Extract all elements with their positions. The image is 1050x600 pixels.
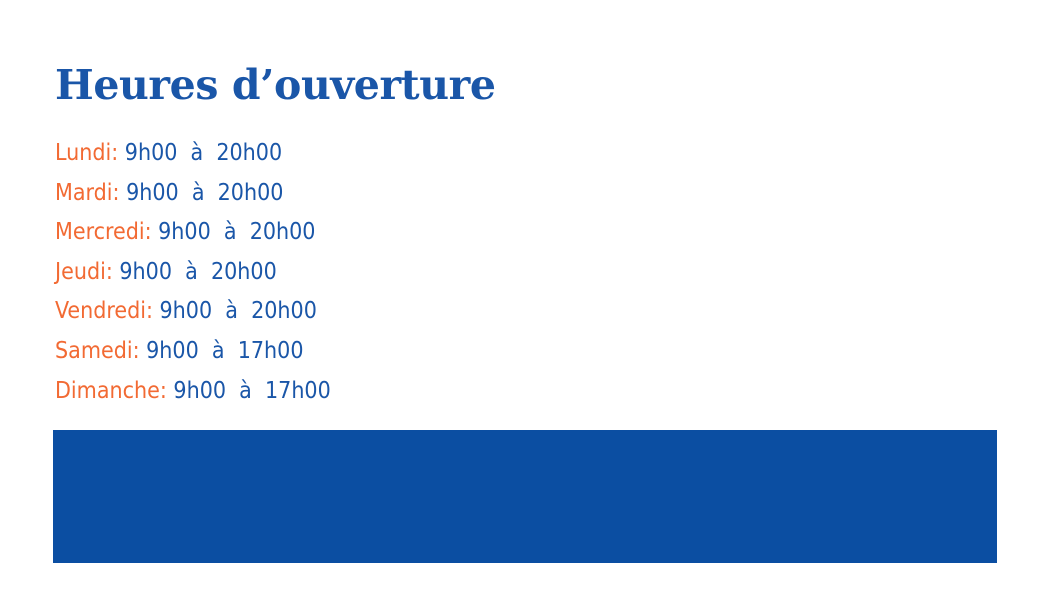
list-item: Jeudi: 9h00 à 20h00 (55, 253, 755, 293)
list-item: Dimanche: 9h00 à 17h00 (55, 372, 755, 412)
day-label: Dimanche: (55, 377, 167, 404)
list-item: Samedi: 9h00 à 17h00 (55, 332, 755, 372)
opening-hours-list: Lundi: 9h00 à 20h00 Mardi: 9h00 à 20h00 … (55, 134, 755, 411)
hours-value: 9h00 à 20h00 (118, 140, 283, 166)
day-label: Jeudi: (55, 258, 113, 285)
list-item: Lundi: 9h00 à 20h00 (55, 134, 755, 174)
day-label: Samedi: (55, 337, 140, 364)
hours-value: 9h00 à 20h00 (112, 258, 277, 285)
content-placeholder-block (53, 430, 997, 563)
list-item: Vendredi: 9h00 à 20h00 (55, 292, 755, 332)
hours-value: 9h00 à 17h00 (166, 377, 331, 404)
hours-value: 9h00 à 20h00 (119, 179, 284, 206)
hours-value: 9h00 à 20h00 (151, 219, 316, 246)
list-item: Mercredi: 9h00 à 20h00 (55, 213, 755, 253)
list-item: Mardi: 9h00 à 20h00 (55, 174, 755, 214)
hours-value: 9h00 à 20h00 (152, 298, 317, 325)
hours-value: 9h00 à 17h00 (139, 337, 304, 364)
day-label: Vendredi: (55, 298, 153, 325)
day-label: Mardi: (55, 179, 120, 206)
page-title: Heures d’ouverture (55, 61, 496, 109)
day-label: Mercredi: (55, 219, 152, 246)
day-label: Lundi: (55, 140, 119, 166)
